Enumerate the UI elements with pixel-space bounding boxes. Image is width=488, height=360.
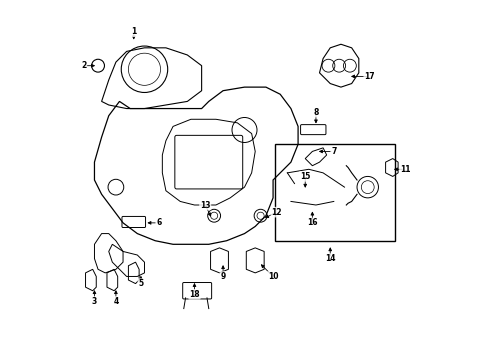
Text: 6: 6 <box>156 219 161 228</box>
Text: 8: 8 <box>313 108 318 117</box>
Text: 9: 9 <box>220 272 225 281</box>
Text: 13: 13 <box>200 201 210 210</box>
Text: 1: 1 <box>131 27 136 36</box>
Text: 4: 4 <box>113 297 118 306</box>
Bar <box>274 144 394 241</box>
Text: 11: 11 <box>399 165 409 174</box>
Text: 3: 3 <box>92 297 97 306</box>
Text: 2: 2 <box>81 61 86 70</box>
Text: 10: 10 <box>267 272 278 281</box>
Text: 15: 15 <box>300 172 310 181</box>
Text: 18: 18 <box>189 290 200 299</box>
Text: 5: 5 <box>138 279 143 288</box>
Text: 12: 12 <box>271 208 281 217</box>
Text: 16: 16 <box>306 219 317 228</box>
Text: 14: 14 <box>325 254 335 263</box>
Text: 17: 17 <box>364 72 374 81</box>
Text: 7: 7 <box>330 147 336 156</box>
